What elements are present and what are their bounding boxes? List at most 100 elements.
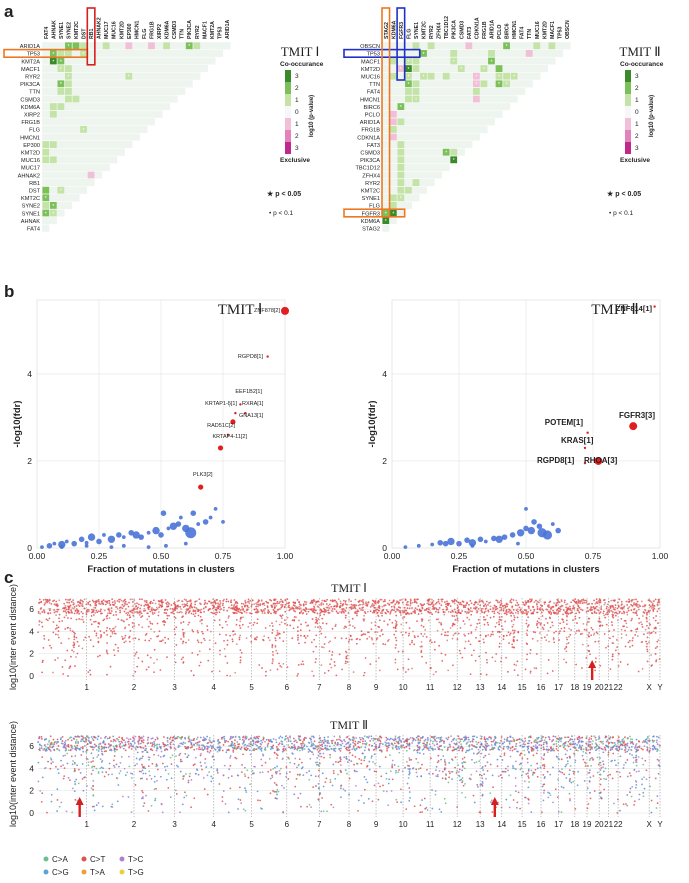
rainfall-point	[517, 612, 520, 615]
rainfall-point	[575, 600, 578, 603]
rainfall-point	[76, 612, 78, 615]
rainfall-point	[197, 641, 200, 644]
rainfall-point	[283, 631, 285, 634]
rainfall-point	[105, 750, 107, 752]
rainfall-point	[400, 788, 402, 791]
rainfall-point	[222, 744, 225, 746]
rainfall-point	[395, 745, 398, 748]
rainfall-point	[408, 607, 411, 610]
rainfall-point	[451, 615, 454, 617]
rainfall-point	[56, 788, 59, 791]
rainfall-point	[300, 767, 303, 770]
rainfall-point	[654, 647, 657, 649]
chromosome-label: 9	[374, 683, 379, 692]
rainfall-point	[329, 756, 332, 759]
rainfall-point	[259, 604, 261, 607]
heatmap-cell	[412, 65, 420, 72]
rainfall-point	[194, 772, 197, 775]
rainfall-point	[596, 600, 598, 603]
rainfall-point	[107, 612, 109, 615]
rainfall-point	[218, 624, 221, 626]
rainfall-point	[421, 604, 423, 606]
gene-label-left: KMT2D	[21, 151, 40, 157]
rainfall-point	[349, 606, 351, 609]
rainfall-point	[273, 790, 276, 793]
rainfall-point	[289, 624, 292, 627]
rainfall-point	[200, 641, 203, 644]
rainfall-point	[66, 649, 69, 652]
rainfall-point	[197, 773, 200, 776]
rainfall-point	[353, 748, 356, 751]
rainfall-point	[56, 604, 59, 607]
rainfall-point	[166, 609, 169, 611]
rainfall-point	[285, 772, 288, 775]
rainfall-point	[133, 611, 136, 614]
rainfall-point	[516, 604, 519, 607]
rainfall-point	[599, 624, 602, 627]
rainfall-point	[495, 653, 498, 655]
rainfall-point	[349, 739, 352, 741]
rainfall-point	[626, 611, 628, 614]
rainfall-point	[287, 756, 290, 759]
rainfall-point	[94, 600, 97, 603]
rainfall-point	[295, 778, 298, 780]
rainfall-point	[380, 736, 383, 739]
rainfall-point	[541, 615, 544, 617]
rainfall-point	[179, 736, 181, 739]
rainfall-point	[373, 753, 376, 756]
rainfall-point	[467, 611, 470, 614]
rainfall-point	[465, 604, 467, 606]
rainfall-point	[368, 743, 371, 746]
rainfall-point	[631, 599, 634, 601]
rainfall-point	[643, 608, 646, 611]
rainfall-point	[223, 606, 225, 609]
rainfall-point	[233, 746, 235, 749]
rainfall-point	[255, 608, 258, 610]
rainfall-point	[348, 620, 351, 623]
rainfall-point	[545, 639, 548, 642]
rainfall-point	[121, 745, 124, 748]
rainfall-point	[116, 607, 119, 610]
rainfall-point	[223, 764, 226, 767]
rainfall-point	[549, 610, 552, 613]
rainfall-point	[42, 749, 45, 751]
rainfall-point	[612, 635, 615, 638]
rainfall-point	[208, 739, 211, 741]
rainfall-point	[567, 613, 570, 615]
rainfall-point	[400, 631, 403, 634]
rainfall-point	[314, 603, 317, 606]
rainfall-point	[397, 771, 400, 774]
rainfall-point	[262, 754, 265, 757]
rainfall-point	[72, 599, 75, 602]
rainfall-point	[311, 618, 314, 620]
rainfall-point	[283, 787, 285, 789]
chromosome-label: 21	[604, 683, 613, 692]
rainfall-point	[646, 611, 648, 614]
rainfall-point	[134, 735, 137, 738]
rainfall-point	[47, 760, 49, 763]
rainfall-point	[371, 800, 374, 803]
rainfall-title: TMIT Ⅱ	[330, 718, 368, 732]
rainfall-point	[566, 614, 568, 617]
rainfall-point	[582, 622, 585, 625]
rainfall-point	[302, 774, 305, 777]
rainfall-point	[545, 617, 547, 620]
rainfall-point	[153, 781, 156, 783]
rainfall-point	[96, 611, 99, 614]
rainfall-point	[332, 739, 334, 742]
rainfall-point	[466, 601, 468, 604]
rainfall-point	[357, 799, 360, 802]
rainfall-point	[60, 737, 62, 739]
rainfall-point	[447, 604, 450, 606]
rainfall-point	[363, 802, 365, 804]
heatmap-cell	[533, 42, 541, 50]
data-point	[169, 522, 178, 530]
rainfall-point	[131, 598, 134, 601]
rainfall-point	[135, 757, 138, 760]
rainfall-point	[258, 735, 260, 738]
rainfall-point	[297, 763, 300, 766]
rainfall-point	[344, 610, 347, 612]
rainfall-point	[468, 618, 471, 621]
chromosome-label: 11	[426, 683, 435, 692]
rainfall-point	[481, 607, 484, 610]
